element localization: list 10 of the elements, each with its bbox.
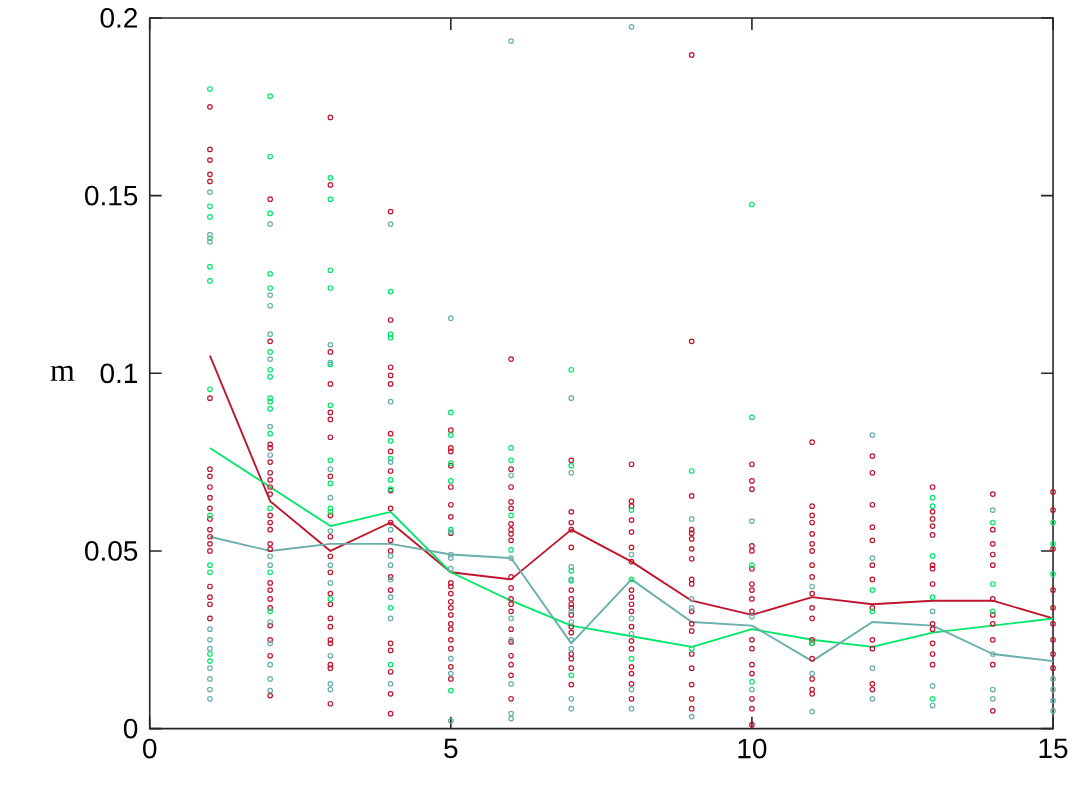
y-tick-label: 0.1: [100, 363, 137, 384]
x-tick-label: 5: [444, 738, 458, 759]
x-tick-label: 0: [143, 738, 157, 759]
x-tick-label: 15: [1039, 738, 1068, 759]
y-tick-label: 0: [123, 718, 138, 739]
x-tick-label: 10: [738, 738, 767, 759]
y-tick-label: 0.05: [85, 541, 138, 562]
y-tick-label: 0.15: [85, 185, 138, 206]
y-axis-title: m: [50, 366, 75, 382]
y-tick-label: 0.2: [100, 8, 137, 29]
